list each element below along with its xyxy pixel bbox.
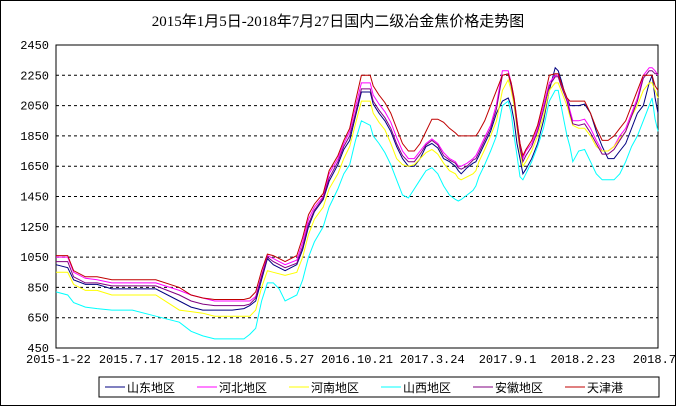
x-tick-label: 2018.7. <box>633 353 675 367</box>
legend: 山东地区 河北地区 河南地区 山西地区 安徽地区 天津港 <box>98 376 660 398</box>
y-tick-label: 650 <box>27 312 49 326</box>
x-tick-label: 2017.3.24 <box>400 353 465 367</box>
y-tick-label: 1450 <box>20 191 49 205</box>
series-line <box>56 78 659 317</box>
legend-item: 河南地区 <box>289 380 359 395</box>
y-tick-label: 2450 <box>20 39 49 53</box>
y-axis-ticks: 450 650 850 1050 1250 1450 1650 1850 2050 2250 245… <box>20 39 49 356</box>
legend-label: 山西地区 <box>403 381 451 395</box>
y-tick-label: 2250 <box>20 69 49 83</box>
legend-item: 山东地区 <box>105 381 175 395</box>
legend-item: 河北地区 <box>197 381 267 395</box>
series-1 <box>55 66 659 311</box>
y-tick-label: 2050 <box>20 100 49 114</box>
series-6 <box>56 73 659 300</box>
y-tick-label: 1850 <box>20 130 49 144</box>
series-line <box>56 70 658 307</box>
chart-title: 2015年1月5日-2018年7月27日国内二级冶金焦价格走势图 <box>152 13 525 30</box>
y-tick-label: 1050 <box>20 251 49 265</box>
x-tick-label: 2015.7.17 <box>99 353 164 367</box>
x-tick-label: 2018.2.23 <box>550 353 615 367</box>
legend-item: 安徽地区 <box>473 380 543 395</box>
series-line <box>55 89 659 340</box>
x-tick-label: 2016.10.21 <box>321 353 393 367</box>
series-line <box>55 66 659 311</box>
x-tick-label: 2017.9.1 <box>479 353 537 367</box>
legend-box <box>98 376 660 398</box>
legend-item: 天津港 <box>565 381 623 395</box>
y-tick-label: 850 <box>27 281 49 295</box>
series-line <box>56 73 659 300</box>
legend-label: 河北地区 <box>219 381 267 395</box>
series-3 <box>56 78 659 317</box>
legend-item: 山西地区 <box>381 381 451 395</box>
legend-label: 天津港 <box>587 381 623 395</box>
plot-area-border <box>55 44 659 349</box>
legend-label: 山东地区 <box>127 381 175 395</box>
x-tick-label: 2016.5.27 <box>249 353 314 367</box>
y-tick-label: 1250 <box>20 221 49 235</box>
x-tick-label: 2015.12.18 <box>170 353 242 367</box>
series-4 <box>55 89 659 340</box>
x-tick-label: 2015-1-22 <box>26 353 91 367</box>
y-tick-label: 450 <box>27 342 49 356</box>
legend-label: 河南地区 <box>311 380 359 395</box>
series-layer <box>55 66 659 340</box>
x-axis-ticks: 2015-1-22 2015.7.17 2015.12.18 2016.5.27 201… <box>26 353 675 367</box>
legend-label: 安徽地区 <box>495 380 543 395</box>
y-tick-label: 1650 <box>20 160 49 174</box>
series-5 <box>56 70 658 307</box>
